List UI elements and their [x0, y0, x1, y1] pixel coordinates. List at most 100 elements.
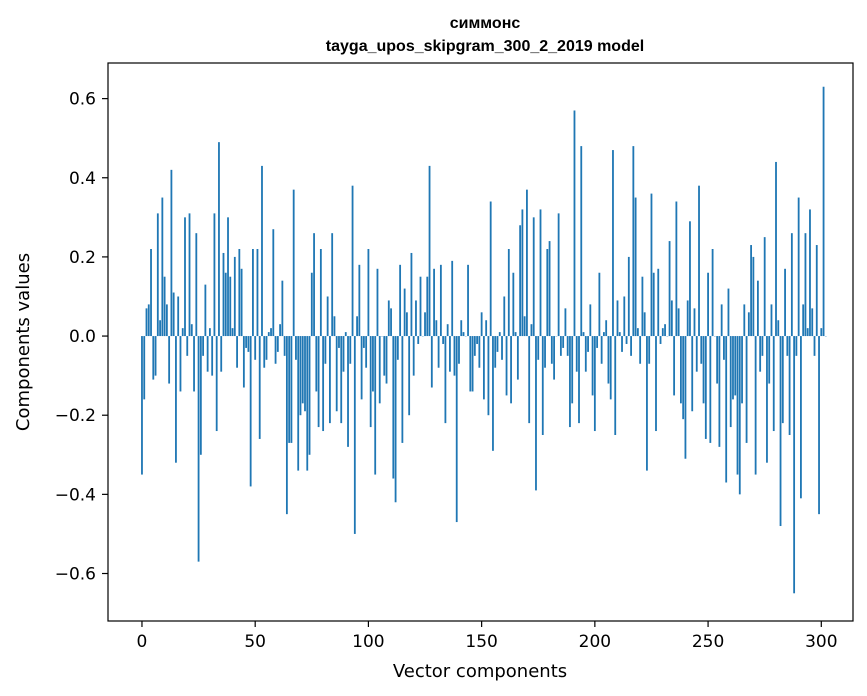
bar: [206, 336, 209, 372]
bar: [550, 336, 553, 364]
bar: [338, 336, 340, 348]
bar: [623, 296, 626, 337]
bar: [707, 272, 709, 337]
bar: [738, 336, 741, 495]
bar: [725, 336, 728, 483]
bar: [566, 336, 569, 356]
bar: [727, 288, 730, 337]
chart-title: симмонс: [450, 15, 521, 32]
bar: [442, 336, 445, 344]
bar: [777, 320, 780, 337]
bar: [168, 336, 171, 384]
bar: [261, 165, 263, 337]
bar: [396, 336, 399, 360]
bar: [258, 336, 261, 439]
bar: [428, 165, 431, 337]
bar: [668, 241, 671, 337]
bar: [664, 324, 666, 337]
bar: [648, 336, 651, 364]
y-axis: −0.6 −0.4 −0.2 0.0 0.2 0.4 0.6: [55, 90, 108, 585]
bar: [584, 336, 587, 372]
bar: [446, 324, 449, 337]
bar: [569, 336, 571, 428]
bar: [392, 336, 395, 479]
bar: [698, 185, 700, 337]
bar: [510, 336, 512, 404]
bar: [473, 336, 476, 356]
bar: [141, 336, 143, 475]
bar: [476, 336, 479, 344]
bar: [532, 217, 535, 337]
bar: [593, 336, 596, 432]
bar: [752, 256, 755, 337]
bar: [304, 336, 306, 412]
plot-frame: [107, 62, 854, 622]
bar: [458, 336, 460, 364]
bar: [415, 300, 417, 337]
bar: [636, 328, 639, 337]
bar: [485, 320, 488, 337]
bar: [487, 336, 490, 416]
bar: [190, 324, 193, 337]
bar: [188, 213, 191, 337]
bar: [521, 209, 524, 337]
bar: [306, 336, 309, 471]
bar: [331, 233, 334, 337]
bar: [439, 264, 442, 337]
bar: [693, 308, 696, 337]
bar: [383, 336, 386, 376]
bar: [618, 332, 621, 337]
bar: [208, 328, 211, 337]
bar: [406, 312, 408, 337]
bar: [516, 336, 519, 380]
bar: [526, 189, 528, 337]
bar: [295, 336, 297, 360]
bar: [609, 336, 612, 400]
bar: [274, 336, 277, 364]
bar: [627, 256, 630, 337]
bar: [494, 336, 497, 368]
y-tick-label: 0.4: [69, 169, 96, 189]
bar: [813, 336, 816, 356]
bar: [394, 336, 397, 503]
bar: [709, 336, 712, 443]
bar: [496, 336, 499, 352]
bar: [408, 336, 411, 416]
bar: [372, 336, 374, 392]
bar: [763, 237, 766, 337]
x-axis: 0 50 100 150 200 250 300: [137, 621, 838, 652]
bar: [319, 249, 322, 337]
bar: [673, 336, 676, 396]
bar: [467, 264, 469, 337]
bar: [426, 276, 429, 337]
bar: [800, 336, 802, 499]
bar: [514, 332, 517, 337]
bar: [657, 268, 660, 337]
bar: [670, 300, 673, 337]
bar: [750, 245, 752, 337]
bar: [211, 336, 214, 376]
bar: [186, 336, 189, 356]
bar: [718, 336, 721, 447]
bar: [451, 260, 454, 337]
bar: [193, 336, 195, 392]
bar: [267, 332, 270, 337]
bar: [170, 169, 173, 337]
bar: [265, 336, 268, 360]
bar: [571, 336, 574, 404]
bar: [761, 336, 764, 356]
bar: [596, 336, 599, 348]
bar: [351, 185, 354, 337]
bar: [179, 336, 182, 392]
bar: [659, 336, 662, 344]
bar: [559, 336, 562, 356]
bar: [150, 249, 152, 337]
bar: [786, 336, 789, 356]
bar: [410, 252, 413, 337]
bar: [453, 336, 456, 376]
bar: [172, 292, 175, 337]
bars-group: [141, 86, 827, 594]
bar: [505, 336, 508, 396]
bar: [686, 300, 689, 337]
bar: [222, 252, 225, 337]
